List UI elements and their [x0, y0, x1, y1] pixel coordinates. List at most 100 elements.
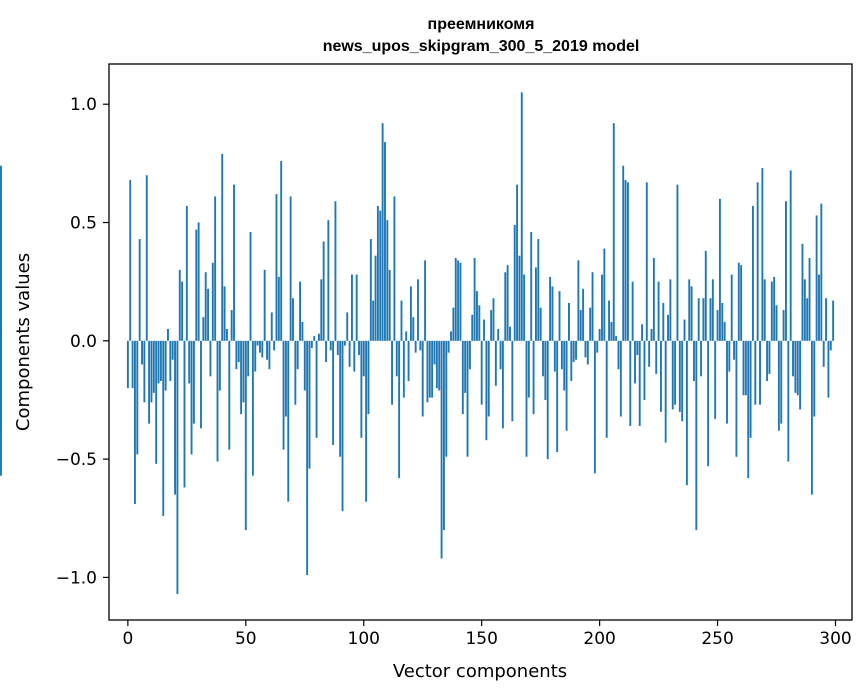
bar — [801, 243, 804, 341]
bar — [598, 328, 601, 341]
bar — [527, 340, 530, 398]
bar — [136, 340, 139, 455]
bar — [473, 258, 476, 341]
bar — [763, 279, 766, 341]
bar — [143, 340, 146, 403]
bar — [379, 210, 382, 341]
bar — [742, 340, 745, 396]
bar — [619, 340, 622, 417]
bar — [513, 224, 516, 341]
bar — [775, 305, 778, 341]
bar — [393, 196, 396, 341]
bar — [296, 340, 299, 370]
bar — [690, 286, 693, 341]
bar — [593, 340, 596, 474]
bar — [709, 298, 712, 341]
bar — [176, 340, 179, 594]
bar — [803, 279, 806, 341]
bar — [242, 340, 245, 403]
bar — [223, 286, 226, 341]
bar — [407, 340, 410, 382]
bar — [185, 205, 188, 341]
bar — [346, 312, 349, 341]
bar — [240, 340, 243, 415]
bar — [334, 201, 337, 341]
bar — [799, 340, 802, 410]
bar — [617, 340, 620, 370]
bar — [726, 340, 728, 424]
bar — [601, 274, 603, 341]
bar — [584, 340, 587, 358]
bar — [827, 340, 830, 398]
bar — [591, 272, 594, 341]
bar — [225, 328, 228, 341]
bar — [372, 300, 375, 341]
bar — [511, 340, 514, 422]
bar — [171, 340, 174, 360]
bar — [796, 340, 799, 396]
bar — [129, 179, 132, 341]
bar — [329, 340, 332, 351]
bar — [452, 307, 455, 341]
bar — [157, 340, 160, 384]
bar — [806, 298, 809, 341]
bar — [275, 194, 278, 341]
bar — [695, 340, 698, 531]
bar — [313, 336, 316, 341]
bar — [395, 340, 398, 377]
bar — [365, 340, 368, 502]
bar — [756, 182, 759, 341]
bar — [398, 340, 401, 479]
bar — [414, 340, 417, 353]
bar — [586, 340, 589, 365]
bar — [532, 340, 535, 415]
bar — [471, 314, 474, 341]
bar — [749, 340, 752, 438]
bar — [829, 340, 832, 351]
bar — [747, 340, 750, 479]
bar — [754, 340, 757, 405]
bar — [770, 281, 773, 341]
bar — [678, 340, 681, 412]
bar — [820, 203, 823, 341]
bar — [612, 123, 615, 341]
bar — [792, 340, 794, 377]
bar — [744, 340, 747, 396]
bar — [320, 279, 323, 341]
bar — [348, 340, 351, 367]
x-tick-label: 0 — [122, 629, 133, 649]
bar — [579, 310, 582, 341]
bar — [138, 239, 141, 341]
bar — [261, 340, 264, 358]
bar — [577, 260, 580, 341]
bar — [459, 262, 462, 341]
bar — [499, 340, 502, 370]
bar — [247, 340, 250, 377]
bar — [381, 123, 384, 341]
y-tick-label: 1.0 — [70, 95, 97, 115]
bar — [570, 340, 573, 382]
bar — [388, 269, 391, 341]
bar — [322, 241, 325, 341]
y-axis-label: Components values — [13, 253, 34, 431]
bar — [332, 340, 335, 445]
bar — [461, 340, 464, 415]
bar — [0, 317, 2, 341]
bar — [733, 340, 736, 360]
bar — [200, 340, 202, 429]
bar — [216, 340, 219, 462]
bar — [197, 222, 200, 341]
bar — [509, 326, 511, 341]
bar — [263, 269, 266, 341]
bar — [832, 300, 835, 341]
bar — [353, 340, 356, 372]
bar — [539, 307, 542, 341]
bar — [615, 336, 618, 341]
bar — [303, 340, 306, 391]
bar — [667, 314, 669, 341]
bar — [230, 310, 233, 341]
x-tick-label: 250 — [701, 629, 733, 649]
bar — [131, 340, 134, 389]
bar — [287, 340, 290, 502]
bar — [794, 340, 797, 393]
